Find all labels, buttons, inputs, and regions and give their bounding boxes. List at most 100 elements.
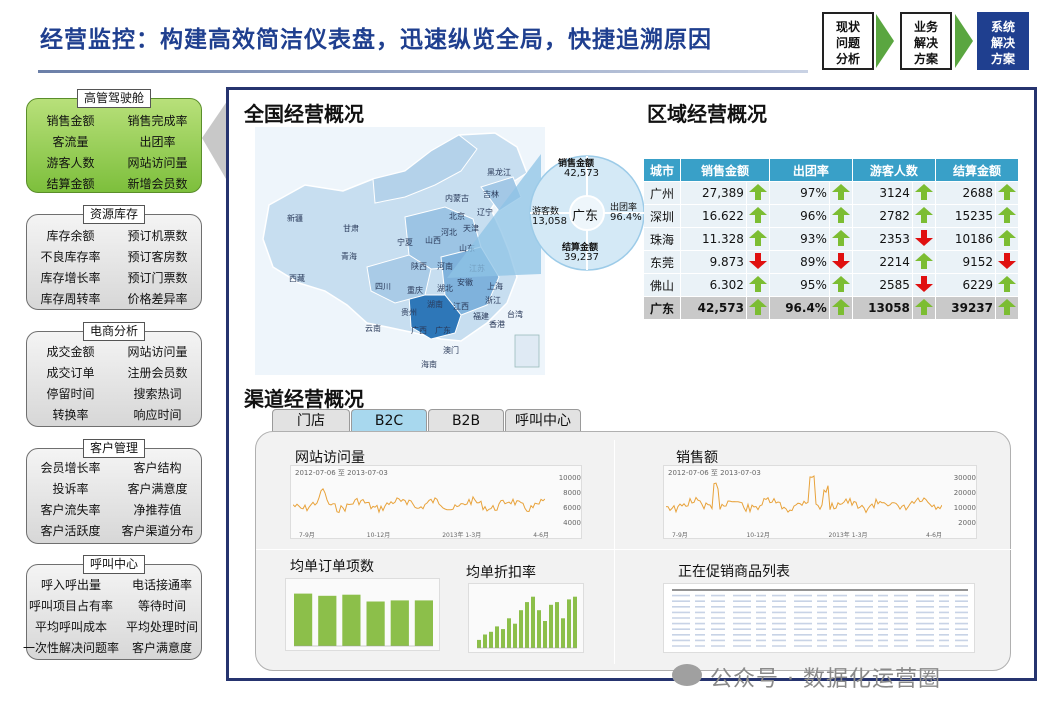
bar[interactable] xyxy=(294,593,313,646)
china-map[interactable]: 黑龙江 吉林 辽宁 内蒙古 北京 天津 河北 山西 山东 新疆 甘肃 宁夏 青海… xyxy=(255,127,545,375)
metric-item[interactable]: 销售金额 xyxy=(46,114,95,128)
visits-chart[interactable]: 2012-07-06 至 2013-07-03 10000 8000 6000 … xyxy=(290,465,582,539)
bar[interactable] xyxy=(366,601,385,647)
bar[interactable] xyxy=(318,595,337,646)
metric-item[interactable]: 呼入呼出量 xyxy=(41,578,102,592)
promo-table[interactable] xyxy=(663,583,975,653)
panel-title: 高管驾驶舱 xyxy=(76,89,152,108)
metric-item[interactable]: 停留时间 xyxy=(46,387,95,401)
metric-item[interactable]: 预订客房数 xyxy=(127,250,188,264)
bar[interactable] xyxy=(414,600,433,646)
metric-item[interactable]: 一次性解决问题率 xyxy=(23,641,120,655)
metric-item[interactable]: 客户满意度 xyxy=(132,641,193,655)
tab-call-center[interactable]: 呼叫中心 xyxy=(505,409,581,433)
bar[interactable] xyxy=(513,623,517,648)
bar[interactable] xyxy=(525,602,529,648)
metric-item[interactable]: 网站访问量 xyxy=(127,345,188,359)
national-overview-title: 全国经营概况 xyxy=(244,102,364,126)
panel-resource-inventory[interactable]: 资源库存 库存余额 预订机票数 不良库存率 预订客房数 库存增长率 预订门票数 … xyxy=(26,205,202,310)
table-row[interactable]: 广州 27,389 97% 3124 2688 xyxy=(644,182,1018,204)
metric-item[interactable]: 客流量 xyxy=(52,135,89,149)
metric-item[interactable]: 客户活跃度 xyxy=(40,524,101,538)
tour-rate-value: 96.4% xyxy=(610,212,642,223)
bar[interactable] xyxy=(342,594,361,646)
bar[interactable] xyxy=(561,618,565,648)
bar[interactable] xyxy=(483,634,487,649)
panel-customer-management[interactable]: 客户管理 会员增长率 客户结构 投诉率 客户满意度 客户流失率 净推荐值 客户活… xyxy=(26,439,202,544)
metric-item[interactable]: 搜索热词 xyxy=(133,387,182,401)
discount-chart[interactable] xyxy=(468,583,584,653)
panel-call-center[interactable]: 呼叫中心 呼入呼出量 电话接通率 呼叫项目占有率 等待时间 平均呼叫成本 平均处… xyxy=(23,555,202,660)
bar[interactable] xyxy=(495,626,499,648)
metric-item[interactable]: 出团率 xyxy=(139,135,176,149)
tab-b2b[interactable]: B2B xyxy=(428,409,504,433)
metric-item[interactable]: 投诉率 xyxy=(52,482,89,496)
column-header[interactable]: 销售金额 xyxy=(681,159,769,181)
bar[interactable] xyxy=(555,602,559,648)
metric-item[interactable]: 结算金额 xyxy=(46,177,95,191)
order-items-chart[interactable] xyxy=(285,578,440,651)
metric-item[interactable]: 网站访问量 xyxy=(127,156,188,170)
table-cell xyxy=(829,205,852,227)
panel-ecommerce-analysis[interactable]: 电商分析 成交金额 网站访问量 成交订单 注册会员数 停留时间 搜索热词 转换率… xyxy=(26,322,202,427)
bar[interactable] xyxy=(507,618,511,648)
metric-item[interactable]: 电话接通率 xyxy=(132,578,193,592)
metric-item[interactable]: 预订机票数 xyxy=(127,229,188,243)
metric-item[interactable]: 价格差异率 xyxy=(127,292,188,306)
column-header[interactable]: 结算金额 xyxy=(935,159,1018,181)
column-header[interactable]: 城市 xyxy=(644,159,680,181)
metric-item[interactable]: 平均处理时间 xyxy=(126,620,199,634)
arrow-up-icon xyxy=(748,229,767,246)
bar[interactable] xyxy=(531,596,535,648)
metric-item[interactable]: 游客人数 xyxy=(46,156,95,170)
metric-item[interactable]: 客户流失率 xyxy=(40,503,101,517)
metric-item[interactable]: 库存余额 xyxy=(46,229,95,243)
metric-item[interactable]: 客户结构 xyxy=(133,461,182,475)
bar[interactable] xyxy=(477,639,481,648)
stage-problem-analysis[interactable]: 现状 问题 分析 xyxy=(822,12,874,70)
tab-b2c[interactable]: B2C xyxy=(351,409,427,433)
table-row[interactable]: 佛山 6.302 95% 2585 6229 xyxy=(644,274,1018,296)
sales-chart[interactable]: 2012-07-06 至 2013-07-03 30000 20000 1000… xyxy=(663,465,977,539)
bar[interactable] xyxy=(549,604,553,648)
bar[interactable] xyxy=(390,600,409,646)
metric-item[interactable]: 转换率 xyxy=(52,408,89,422)
metric-item[interactable]: 新增会员数 xyxy=(127,177,188,191)
panel-executive-cockpit[interactable]: 高管驾驶舱 销售金额 销售完成率 客流量 出团率 游客人数 网站访问量 结算金额… xyxy=(26,89,202,193)
metric-item[interactable]: 响应时间 xyxy=(133,408,182,422)
metric-item[interactable]: 净推荐值 xyxy=(133,503,182,517)
bar[interactable] xyxy=(567,599,571,648)
column-header[interactable]: 出团率 xyxy=(769,159,852,181)
table-row[interactable]: 珠海 11.328 93% 2353 10186 xyxy=(644,228,1018,250)
stage-business-solution[interactable]: 业务 解决 方案 xyxy=(900,12,952,70)
metric-item[interactable]: 平均呼叫成本 xyxy=(35,620,108,634)
table-row[interactable]: 广东 42,573 96.4% 13058 39237 xyxy=(644,297,1018,319)
bar[interactable] xyxy=(519,610,523,648)
bar[interactable] xyxy=(537,610,541,648)
bar[interactable] xyxy=(501,629,505,648)
metric-item[interactable]: 呼叫项目占有率 xyxy=(29,599,114,613)
metric-item[interactable]: 成交金额 xyxy=(46,345,95,359)
metric-item[interactable]: 注册会员数 xyxy=(127,366,188,380)
metric-item[interactable]: 预订门票数 xyxy=(127,271,188,285)
table-cell: 93% xyxy=(769,228,829,250)
bar[interactable] xyxy=(489,631,493,648)
table-row[interactable]: 东莞 9.873 89% 2214 9152 xyxy=(644,251,1018,273)
guangdong-summary-circle[interactable]: 销售金额 42,573 游客数 13,058 广东 出团率 96.4% 结算金额… xyxy=(528,154,646,272)
bar[interactable] xyxy=(573,596,577,648)
metric-item[interactable]: 库存增长率 xyxy=(40,271,101,285)
metric-item[interactable]: 成交订单 xyxy=(46,366,95,380)
chart-date: 2012-07-06 至 2013-07-03 xyxy=(295,469,388,477)
stage-system-solution[interactable]: 系统 解决 方案 xyxy=(977,12,1029,70)
bar[interactable] xyxy=(543,621,547,648)
metric-item[interactable]: 不良库存率 xyxy=(40,250,101,264)
metric-item[interactable]: 等待时间 xyxy=(138,599,187,613)
table-row[interactable]: 深圳 16.622 96% 2782 15235 xyxy=(644,205,1018,227)
metric-item[interactable]: 库存周转率 xyxy=(40,292,101,306)
metric-item[interactable]: 会员增长率 xyxy=(40,461,101,475)
metric-item[interactable]: 销售完成率 xyxy=(127,114,188,128)
metric-item[interactable]: 客户渠道分布 xyxy=(121,524,194,538)
metric-item[interactable]: 客户满意度 xyxy=(127,482,188,496)
tab-store[interactable]: 门店 xyxy=(272,409,350,433)
column-header[interactable]: 游客人数 xyxy=(852,159,935,181)
